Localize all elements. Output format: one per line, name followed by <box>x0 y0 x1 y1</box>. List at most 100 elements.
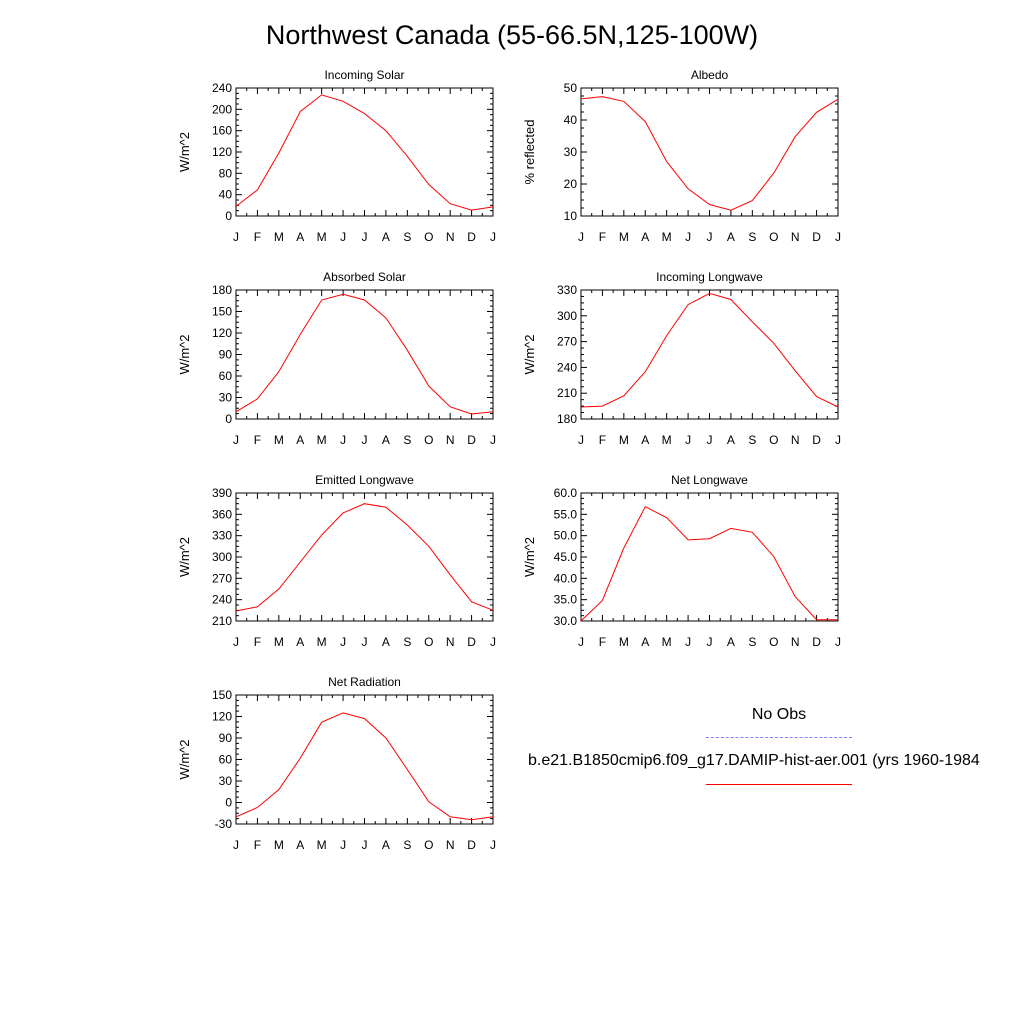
y-axis-label: W/m^2 <box>177 132 192 172</box>
y-tick-label: 0 <box>225 412 232 426</box>
y-axis-label: W/m^2 <box>177 537 192 577</box>
x-tick-label: N <box>791 230 800 244</box>
x-tick-label: J <box>233 635 239 649</box>
x-tick-label: J <box>685 230 691 244</box>
x-tick-label: J <box>578 230 584 244</box>
x-tick-label: J <box>362 838 368 852</box>
y-tick-label: 200 <box>212 102 232 116</box>
x-tick-label: S <box>403 635 411 649</box>
y-axis-label: W/m^2 <box>177 739 192 779</box>
legend-model-line <box>706 784 852 785</box>
x-tick-label: J <box>340 838 346 852</box>
x-tick-label: A <box>296 838 304 852</box>
x-tick-label: S <box>748 230 756 244</box>
plot-frame <box>235 289 494 420</box>
x-tick-label: A <box>727 230 735 244</box>
x-tick-label: J <box>340 230 346 244</box>
y-tick-label: 80 <box>219 166 233 180</box>
y-tick-label: 360 <box>212 507 232 521</box>
x-tick-label: J <box>340 635 346 649</box>
x-tick-label: O <box>424 433 433 447</box>
x-tick-label: S <box>403 433 411 447</box>
legend-obs-line <box>706 737 852 738</box>
plot-frame <box>580 87 839 217</box>
y-tick-label: 50 <box>564 81 578 95</box>
x-tick-label: J <box>707 433 713 447</box>
y-tick-label: 300 <box>557 309 577 323</box>
x-tick-label: A <box>382 433 390 447</box>
y-tick-label: 300 <box>212 550 232 564</box>
x-tick-label: J <box>490 230 496 244</box>
x-tick-label: D <box>812 433 821 447</box>
x-tick-label: A <box>727 635 735 649</box>
x-tick-label: D <box>467 433 476 447</box>
plot-frame <box>580 289 839 420</box>
x-tick-label: F <box>254 433 261 447</box>
legend-model-label: b.e21.B1850cmip6.f09_g17.DAMIP-hist-aer.… <box>528 752 980 769</box>
x-tick-label: J <box>835 230 841 244</box>
y-tick-label: 120 <box>212 326 232 340</box>
y-tick-label: 0 <box>225 796 232 810</box>
plot-frame <box>235 694 494 825</box>
x-tick-label: M <box>662 635 672 649</box>
y-tick-label: 210 <box>557 386 577 400</box>
panel-title: Albedo <box>691 68 729 82</box>
x-tick-label: O <box>769 635 778 649</box>
series-line <box>235 503 494 612</box>
y-tick-label: 90 <box>219 348 233 362</box>
x-tick-label: J <box>340 433 346 447</box>
x-tick-label: J <box>233 838 239 852</box>
x-tick-label: M <box>317 433 327 447</box>
legend-obs-label: No Obs <box>751 706 807 723</box>
x-tick-label: J <box>362 635 368 649</box>
y-axis-label: W/m^2 <box>522 334 537 374</box>
series-line <box>235 712 494 821</box>
y-tick-label: 50.0 <box>554 529 578 543</box>
y-tick-label: 240 <box>212 593 232 607</box>
y-tick-label: 240 <box>557 360 577 374</box>
plot-frame <box>235 87 494 217</box>
x-tick-label: J <box>835 433 841 447</box>
y-tick-label: 40.0 <box>554 571 578 585</box>
y-tick-label: 30.0 <box>554 614 578 628</box>
y-tick-label: 60 <box>219 369 233 383</box>
x-tick-label: M <box>619 433 629 447</box>
y-tick-label: 20 <box>564 177 578 191</box>
y-tick-label: 240 <box>212 81 232 95</box>
x-tick-label: S <box>403 838 411 852</box>
x-tick-label: N <box>446 230 455 244</box>
x-tick-label: A <box>296 433 304 447</box>
x-tick-label: M <box>274 433 284 447</box>
x-tick-label: M <box>274 230 284 244</box>
y-axis-label: W/m^2 <box>177 334 192 374</box>
panel-title: Absorbed Solar <box>323 270 406 284</box>
y-tick-label: 270 <box>212 571 232 585</box>
page-title: Northwest Canada (55-66.5N,125-100W) <box>265 20 759 50</box>
x-tick-label: O <box>769 433 778 447</box>
x-tick-label: A <box>641 635 649 649</box>
x-tick-label: O <box>769 230 778 244</box>
y-tick-label: 40 <box>219 188 233 202</box>
x-tick-label: F <box>254 838 261 852</box>
x-tick-label: J <box>835 635 841 649</box>
x-tick-label: S <box>748 433 756 447</box>
x-tick-label: A <box>641 433 649 447</box>
x-tick-label: A <box>296 635 304 649</box>
x-tick-label: F <box>254 230 261 244</box>
x-tick-label: N <box>791 635 800 649</box>
y-tick-label: 210 <box>212 614 232 628</box>
x-tick-label: A <box>641 230 649 244</box>
x-tick-label: M <box>274 635 284 649</box>
x-tick-label: J <box>685 433 691 447</box>
y-tick-label: 390 <box>212 486 232 500</box>
x-tick-label: N <box>446 433 455 447</box>
x-tick-label: O <box>424 230 433 244</box>
x-tick-label: F <box>599 433 606 447</box>
series-line <box>580 96 839 211</box>
x-tick-label: M <box>619 230 629 244</box>
x-tick-label: N <box>791 433 800 447</box>
x-tick-label: J <box>578 635 584 649</box>
y-tick-label: 30 <box>564 145 578 159</box>
x-tick-label: F <box>599 230 606 244</box>
